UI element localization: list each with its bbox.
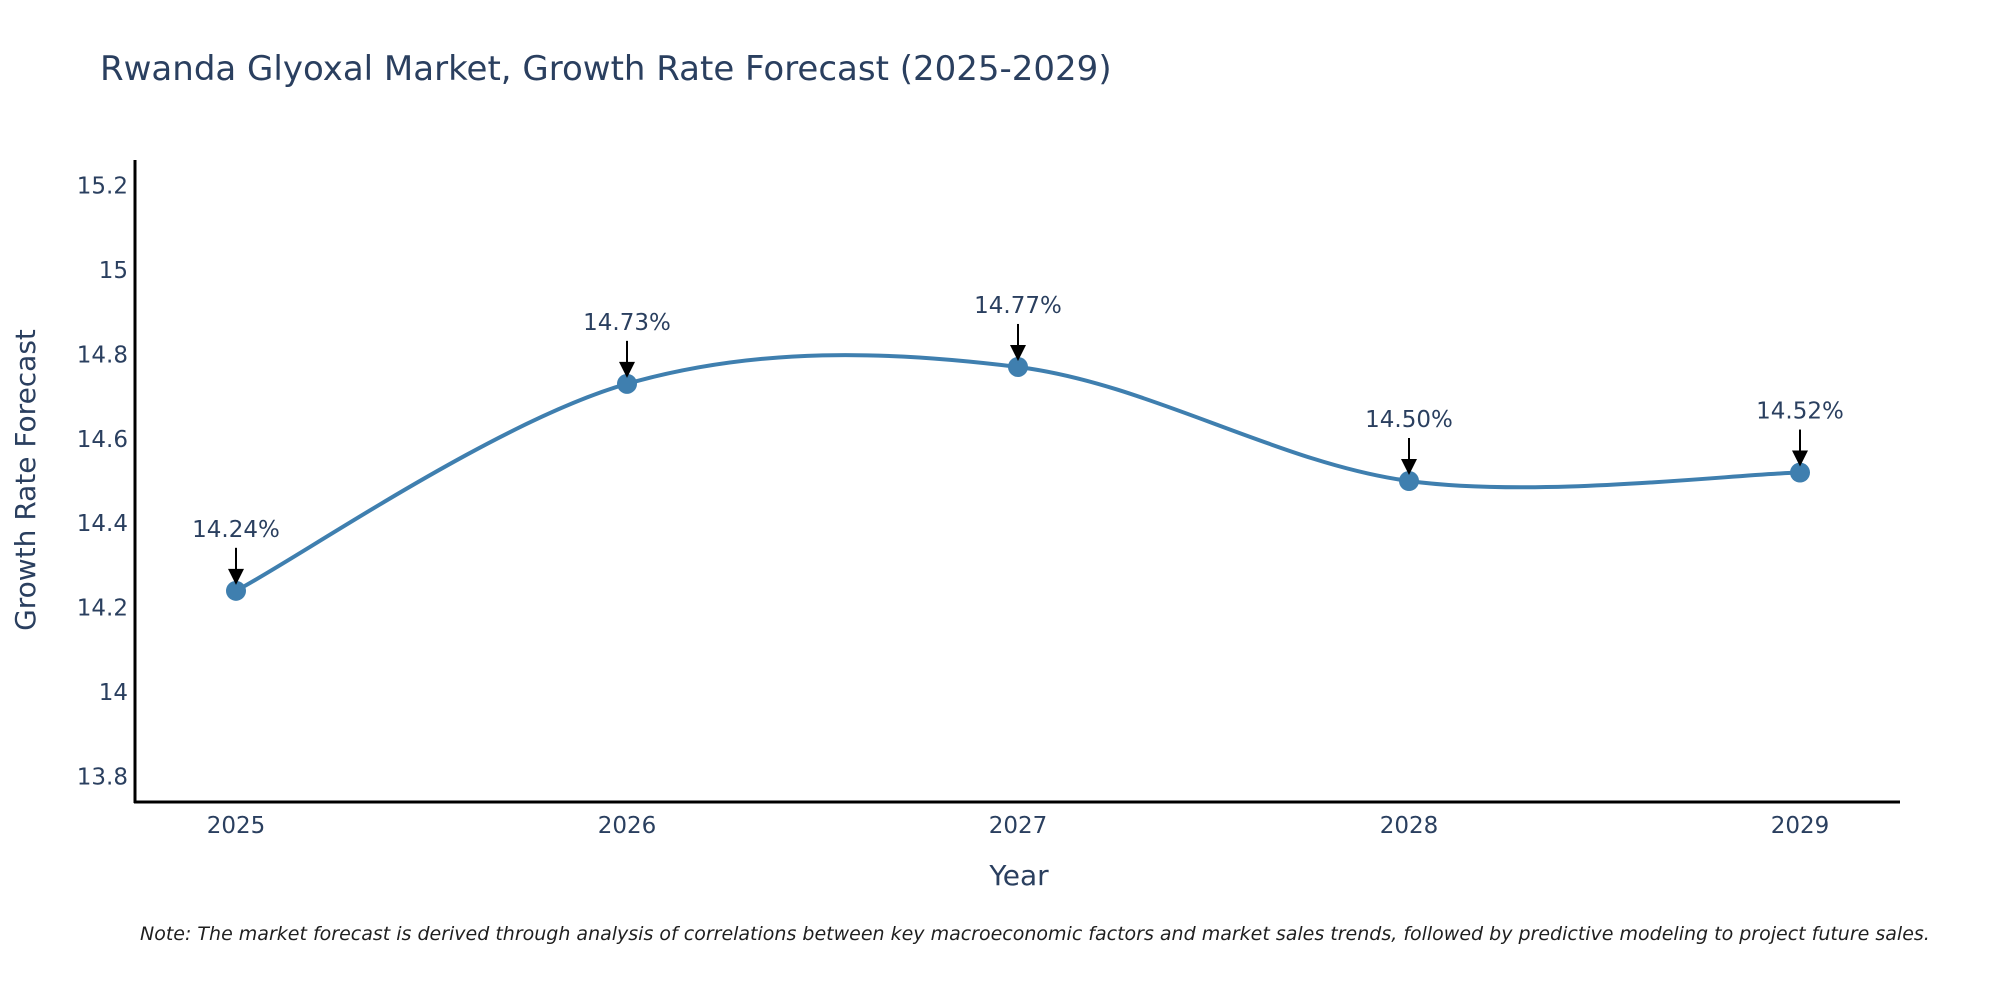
data-label: 14.77% xyxy=(974,293,1062,319)
data-label: 14.50% xyxy=(1365,407,1453,433)
x-tick-label: 2026 xyxy=(598,813,657,839)
y-tick-label: 14.6 xyxy=(77,427,128,453)
data-annotations: 14.24% 14.73% 14.77% 14.50% 14.52% xyxy=(192,293,1844,585)
data-label: 14.73% xyxy=(583,310,671,336)
annotation-arrowhead xyxy=(1010,344,1026,361)
x-tick-label: 2025 xyxy=(207,813,266,839)
x-axis-title: Year xyxy=(988,859,1049,892)
annotation-arrowhead xyxy=(228,568,244,585)
series-line xyxy=(235,353,1801,593)
y-axis-ticks: 13.8 14 14.2 14.4 14.6 14.8 15 15.2 xyxy=(77,173,128,790)
y-tick-label: 15 xyxy=(99,258,128,284)
y-tick-label: 14.4 xyxy=(77,511,128,537)
data-markers xyxy=(226,356,1810,601)
data-point xyxy=(1399,471,1419,491)
chart-title: Rwanda Glyoxal Market, Growth Rate Forec… xyxy=(100,49,1112,89)
annotation-arrowhead xyxy=(1401,459,1417,475)
y-tick-label: 14.8 xyxy=(77,342,128,368)
y-tick-label: 14.2 xyxy=(77,596,128,622)
annotation-arrowhead xyxy=(619,361,635,378)
y-tick-label: 15.2 xyxy=(77,173,128,199)
data-point xyxy=(1008,356,1028,377)
data-point xyxy=(1790,462,1810,483)
data-point xyxy=(226,580,246,601)
x-tick-label: 2029 xyxy=(1771,813,1830,839)
forecast-note: Note: The market forecast is derived thr… xyxy=(140,923,1930,945)
x-axis-ticks: 2025 2026 2027 2028 2029 xyxy=(207,813,1830,839)
y-axis-title: Growth Rate Forecast xyxy=(9,329,42,631)
y-tick-label: 13.8 xyxy=(77,765,128,791)
x-tick-label: 2028 xyxy=(1380,813,1439,839)
data-point xyxy=(617,373,637,394)
data-label: 14.52% xyxy=(1756,399,1844,425)
y-tick-label: 14 xyxy=(99,680,128,706)
x-tick-label: 2027 xyxy=(989,813,1048,839)
annotation-arrowhead xyxy=(1792,450,1808,467)
data-label: 14.24% xyxy=(192,517,280,543)
